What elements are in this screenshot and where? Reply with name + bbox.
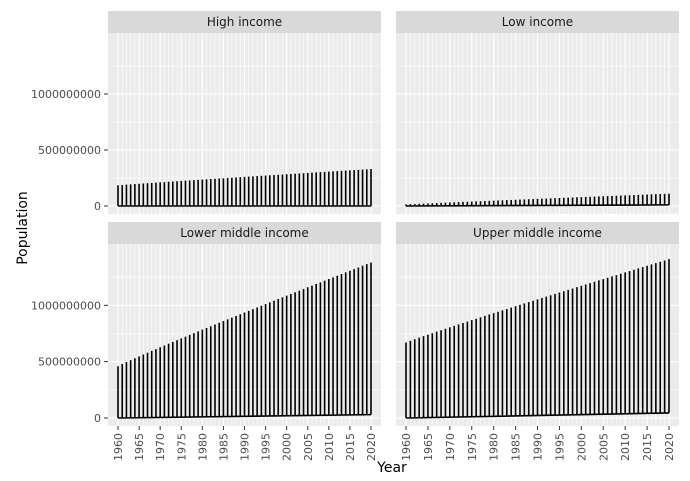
data-baseline [405,204,670,207]
x-tick-label: 1980 [196,433,209,461]
y-axis-title: Population [15,191,31,265]
x-tick-label: 1970 [444,433,457,461]
x-tick-label: 1990 [532,433,545,461]
x-tick-label: 1975 [466,433,479,461]
x-tick-label: 1995 [553,433,566,461]
facet-strip-label: Low income [502,15,573,29]
facet-strip-label: High income [207,15,282,29]
facet-strip-label: Lower middle income [180,226,309,240]
data-baseline [405,412,670,419]
x-tick-label: 1975 [175,433,188,461]
facet-strip-label: Upper middle income [473,226,602,240]
facet-panel: High income 0 500000000 1000000000 [31,11,381,214]
x-tick-label: 1985 [217,433,230,461]
x-tick-label: 2015 [344,433,357,461]
facet-panel: Lower middle income 0 500000000 1000000000 1… [31,222,381,461]
data-baseline [117,413,372,419]
y-tick-label: 1000000000 [31,299,101,312]
x-tick-label: 1985 [510,433,523,461]
x-tick-label: 2000 [281,433,294,461]
x-tick-label: 2005 [597,433,610,461]
facet-panel: Low income [396,11,679,214]
x-tick-label: 2015 [641,433,654,461]
x-tick-label: 2010 [323,433,336,461]
facet-strip [108,222,381,244]
x-tick-label: 1970 [154,433,167,461]
x-tick-label: 2010 [619,433,632,461]
x-tick-label: 2000 [575,433,588,461]
x-tick-label: 1960 [112,433,125,461]
y-tick-label: 500000000 [38,356,101,369]
x-tick-label: 2020 [365,433,378,461]
y-tick-label: 0 [94,200,101,213]
x-tick-label: 2020 [663,433,676,461]
x-tick-label: 1980 [488,433,501,461]
x-tick-label: 2005 [302,433,315,461]
facet-strip [396,222,679,244]
x-tick-label: 1965 [422,433,435,461]
x-tick-label: 1995 [260,433,273,461]
x-axis-title: Year [376,460,407,476]
y-tick-label: 0 [94,412,101,425]
x-tick-label: 1990 [239,433,252,461]
x-tick-label: 1965 [133,433,146,461]
facet-strip [396,11,679,33]
y-tick-label: 1000000000 [31,88,101,101]
y-tick-label: 500000000 [38,144,101,157]
facet-strip [108,11,381,33]
facet-panel: Upper middle income 1960 1965 1970 1975 1980 1… [396,222,679,461]
x-tick-label: 1960 [400,433,413,461]
